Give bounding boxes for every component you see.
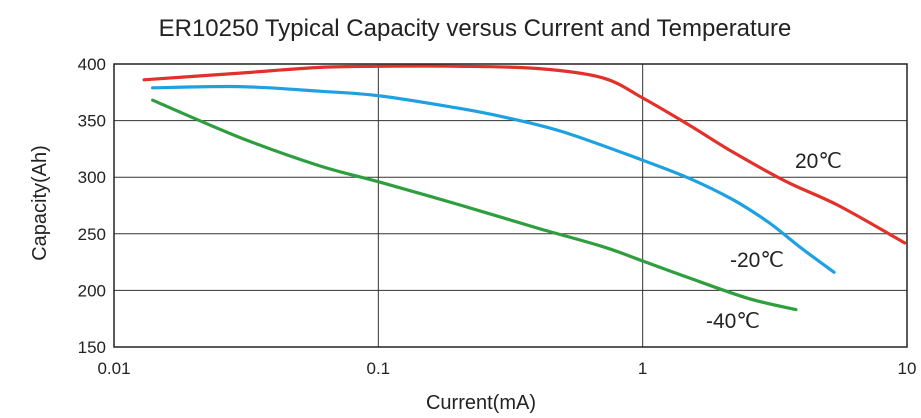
y-tick-label: 350	[78, 112, 106, 131]
y-axis-ticks: 150 200 250 300 350 400	[78, 55, 106, 357]
y-axis-label: Capacity(Ah)	[29, 145, 51, 261]
series-label-minus40c: -40℃	[706, 310, 760, 333]
series-lines	[142, 64, 907, 312]
series-label-20c: 20℃	[795, 150, 842, 173]
series-line-minus40c	[151, 98, 798, 312]
series-line-20c	[142, 64, 907, 245]
grid	[113, 63, 908, 348]
x-tick-label: 1	[638, 359, 647, 378]
series-label-minus20c: -20℃	[730, 249, 784, 272]
y-tick-label: 150	[78, 338, 106, 357]
x-tick-label: 0.1	[367, 359, 391, 378]
y-tick-label: 300	[78, 168, 106, 187]
x-tick-label: 10	[898, 359, 917, 378]
plot-frame	[113, 63, 908, 348]
chart-title: ER10250 Typical Capacity versus Current …	[159, 15, 792, 42]
x-axis-ticks: 0.01 0.1 1 10	[97, 359, 916, 378]
y-tick-label: 200	[78, 281, 106, 300]
series-labels: 20℃ -20℃ -40℃	[706, 150, 842, 333]
x-axis-label: Current(mA)	[426, 392, 536, 414]
x-tick-label: 0.01	[97, 359, 130, 378]
y-tick-label: 400	[78, 55, 106, 74]
y-tick-label: 250	[78, 225, 106, 244]
series-line-minus20c	[151, 84, 836, 274]
